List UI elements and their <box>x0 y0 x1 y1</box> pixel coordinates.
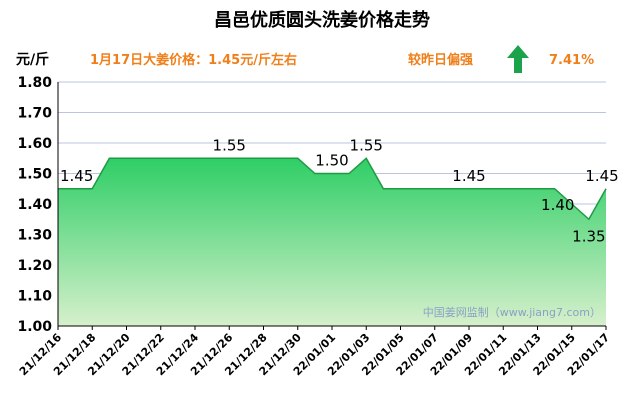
data-labels: 1.451.551.501.551.451.401.351.45 <box>60 136 619 245</box>
y-tick-label: 1.60 <box>17 136 52 152</box>
data-label: 1.45 <box>585 167 618 185</box>
up-arrow-icon <box>507 45 529 73</box>
data-label: 1.40 <box>541 196 574 214</box>
y-tick-label: 1.80 <box>17 75 52 91</box>
change-value: 7.41% <box>549 53 594 68</box>
chart-title: 昌邑优质圆头洗姜价格走势 <box>214 9 430 31</box>
price-note: 1月17日大姜价格：1.45元/斤左右 <box>90 52 297 68</box>
unit-label: 元/斤 <box>16 51 49 68</box>
data-label: 1.35 <box>572 227 605 245</box>
y-axis: 1.00 1.10 1.20 1.30 1.40 1.50 1.60 1.70 1.80 <box>17 75 52 335</box>
y-tick-label: 1.10 <box>17 289 52 305</box>
data-label: 1.55 <box>213 136 246 154</box>
y-tick-label: 1.20 <box>17 258 52 274</box>
y-tick-label: 1.00 <box>17 319 52 335</box>
change-label: 较昨日偏强 <box>408 52 473 68</box>
price-area <box>58 157 607 326</box>
watermark: 中国姜网监制（www.jiang7.com） <box>423 305 601 319</box>
data-label: 1.55 <box>350 136 383 154</box>
area-fill <box>58 158 606 326</box>
data-label: 1.50 <box>315 152 348 170</box>
data-label: 1.45 <box>60 167 93 185</box>
y-tick-label: 1.50 <box>17 167 52 183</box>
series-line <box>58 157 607 221</box>
y-tick-label: 1.40 <box>17 197 52 213</box>
y-tick-label: 1.70 <box>17 106 52 122</box>
data-label: 1.45 <box>452 167 485 185</box>
y-tick-label: 1.30 <box>17 228 52 244</box>
